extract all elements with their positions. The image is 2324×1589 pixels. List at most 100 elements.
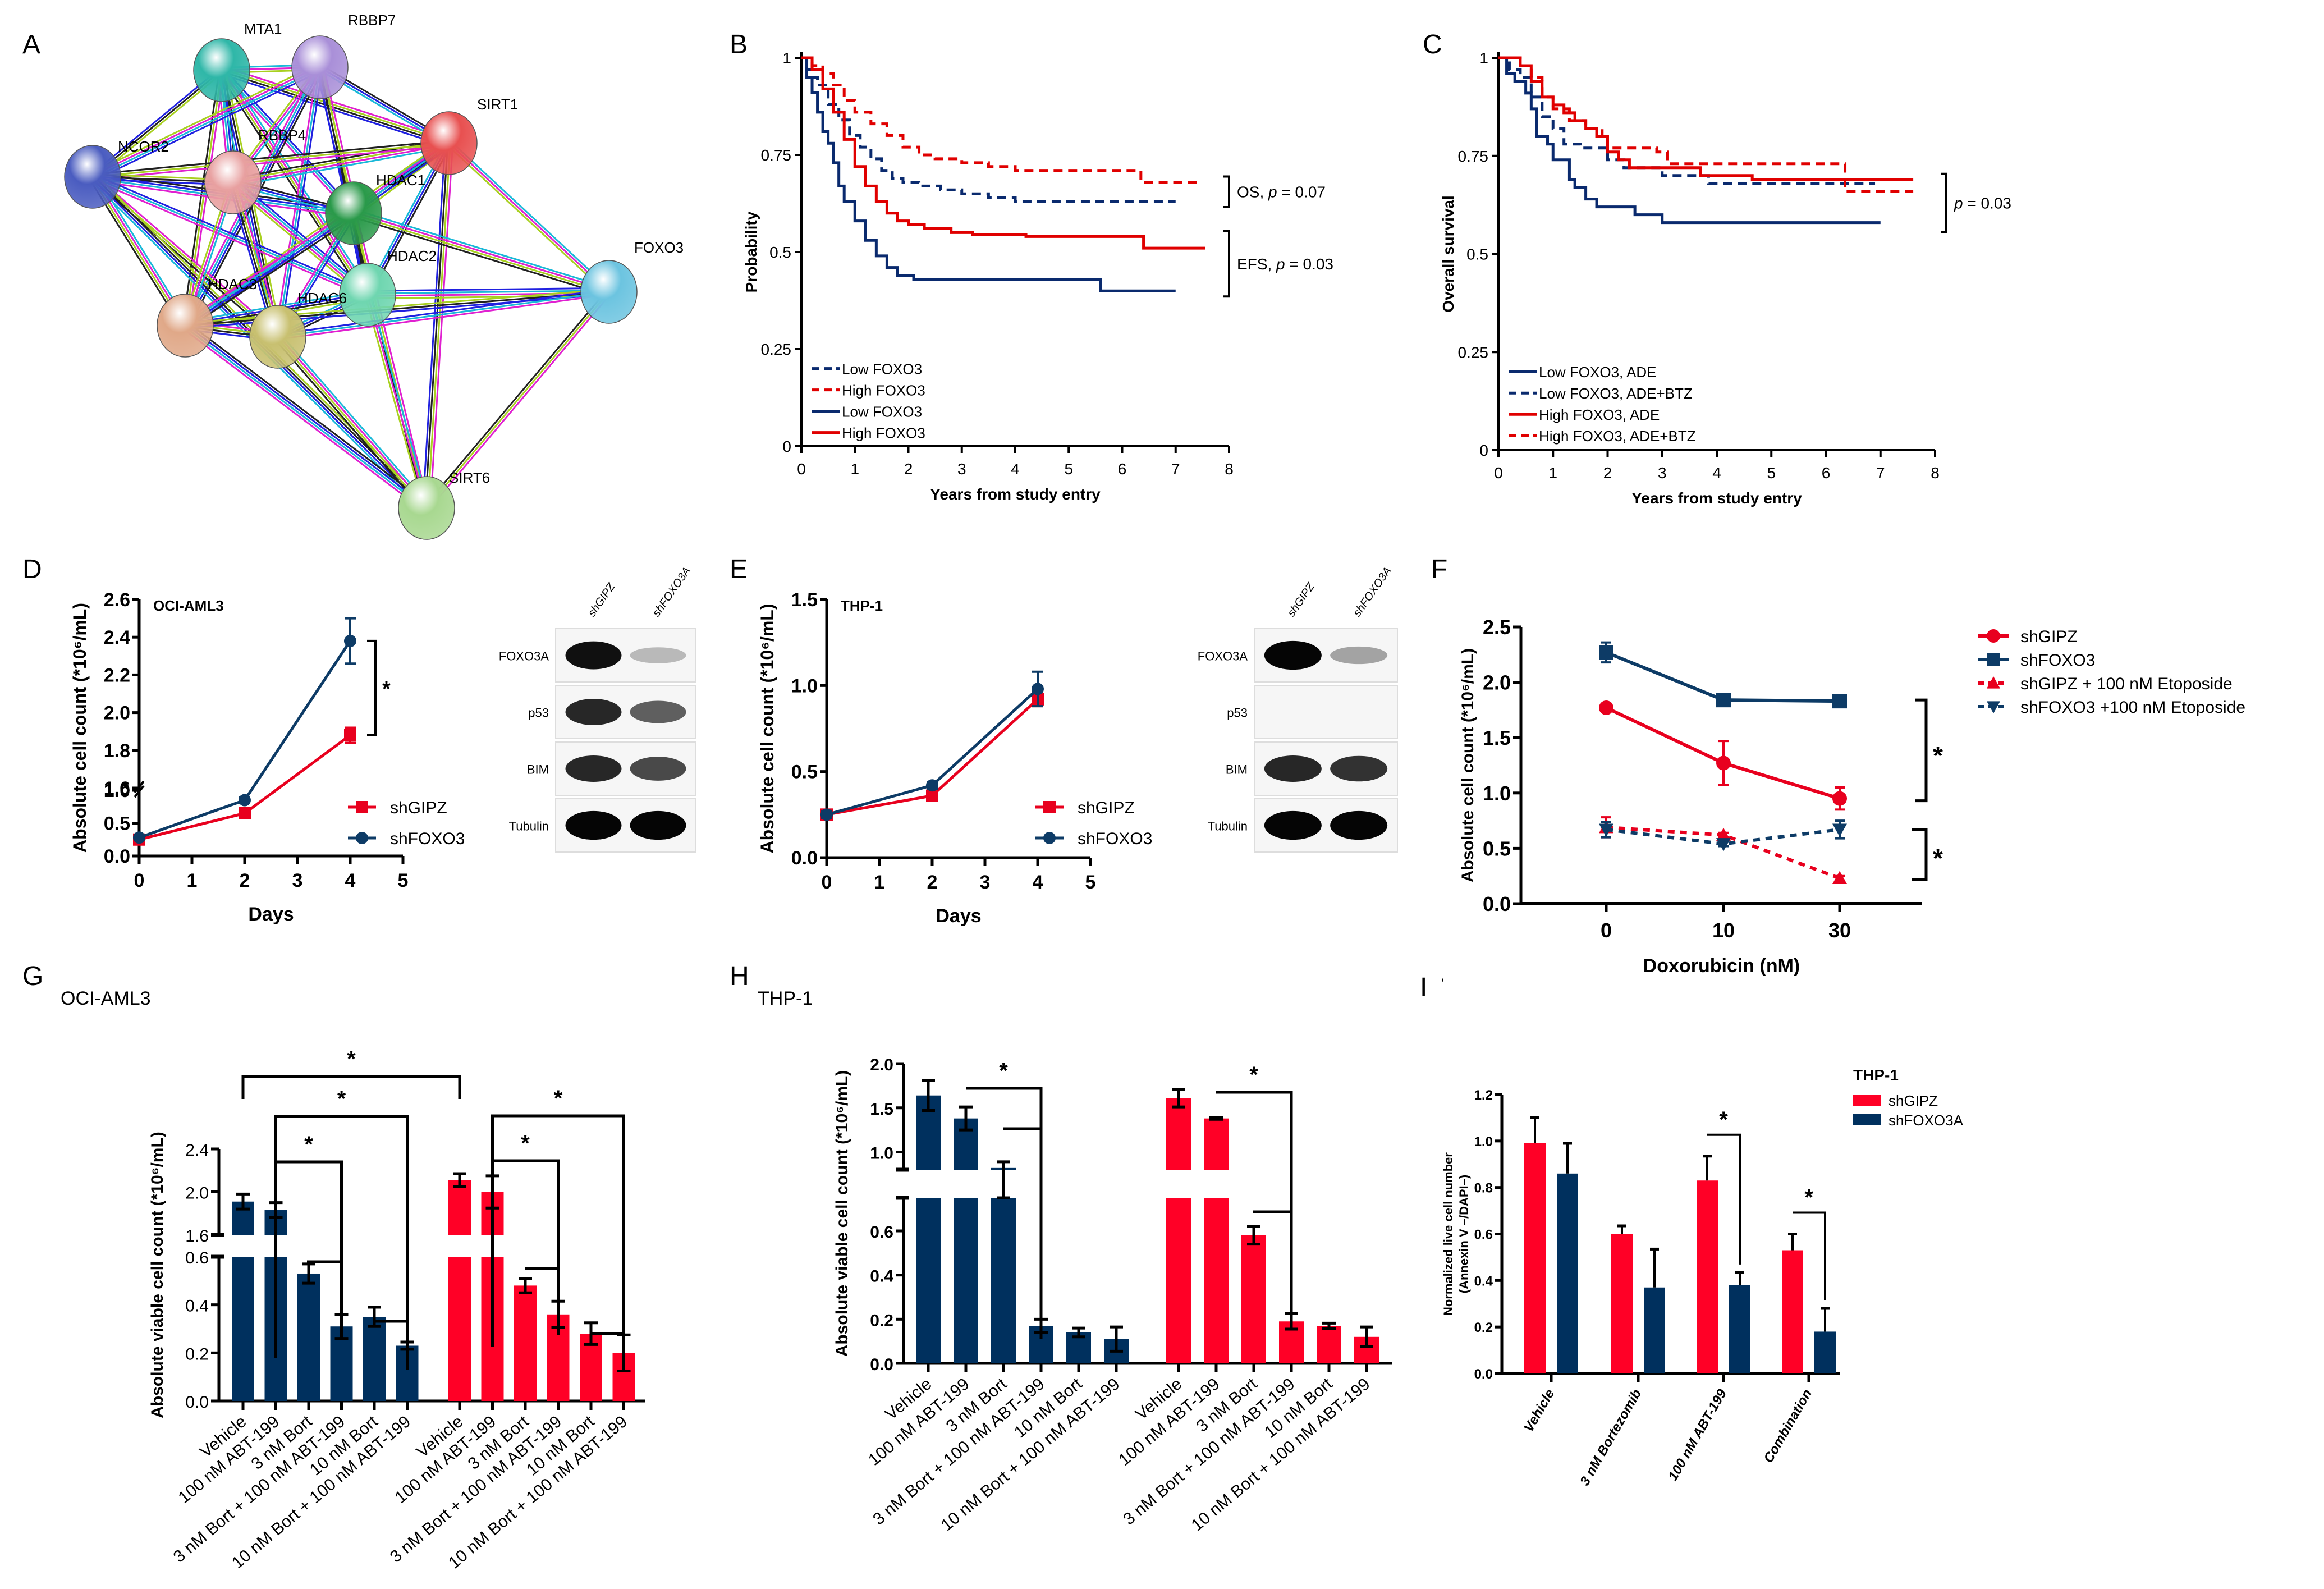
significance-star: * [337, 1087, 346, 1111]
legend-marker [1987, 701, 2000, 713]
x-tick-label: 2 [927, 872, 938, 893]
x-axis-label: Years from study entry [1631, 489, 1802, 507]
x-tick-label: 10 [1712, 919, 1735, 942]
blot-band [565, 755, 622, 782]
edge-hdac6-sirt6 [274, 338, 425, 511]
data-point-shgipz [1832, 791, 1847, 806]
edge-hdac1-sirt6 [355, 212, 430, 508]
y-tick-label: 0.2 [1474, 1320, 1493, 1335]
node-label-ncor2: NCOR2 [118, 138, 169, 155]
bar-shfoxo3-3-nm-bort [297, 1273, 320, 1401]
significance-bracket [1707, 1133, 1741, 1265]
significance-bracket [1941, 172, 1947, 233]
edge-rbbp7-ncor2 [94, 70, 322, 181]
y-tick-label: 0.6 [1474, 1228, 1493, 1243]
km-curve-low-foxo3-ade [1498, 56, 1881, 225]
bar-shfoxo3-10-nm-bort [363, 1317, 386, 1401]
panel-f-doxorubicin-chart: 0.0 0.5 1.0 1.5 2.0 2.5 0 10 30 Doxorubicin (nM) A… [1459, 616, 2245, 977]
y-tick-label: 0.0 [1474, 1367, 1493, 1382]
data-point-shfoxo3 [1599, 645, 1613, 660]
y-tick-label: 1.5 [791, 589, 818, 611]
legend-label-low-foxo3: Low FOXO3 [842, 404, 922, 420]
node-sirt6 [398, 476, 455, 540]
y-axis-label: Overall survival [1440, 195, 1457, 313]
significance-bracket [491, 1159, 560, 1347]
legend-label-high-foxo3: High FOXO3 [842, 382, 925, 399]
p-value-annotation: OS, p = 0.07 [1237, 184, 1326, 201]
y-axis-label: Absolute viable cell count (*10⁶/mL) [148, 1132, 167, 1418]
x-tick-label: 4 [1712, 464, 1721, 482]
x-tick-label: 7 [1876, 464, 1885, 482]
node-label-rbbp4: RBBP4 [258, 127, 306, 144]
significance-bracket [1793, 1211, 1826, 1301]
x-tick-label: 6 [1822, 464, 1831, 482]
y-tick-label: 1.6 [104, 778, 130, 799]
bar-shfoxo3a-3-nm-bortezomib [1644, 1287, 1665, 1373]
x-tick-label: 1 [1548, 464, 1557, 482]
edge-ncor2-hdac6 [93, 174, 280, 336]
km-curve-low-foxo3-os [801, 56, 1176, 203]
y-tick-label: 1.5 [1483, 726, 1511, 749]
km-curve-low-foxo3-efs [801, 56, 1176, 292]
legend-label-low-foxo3-ade: Low FOXO3, ADE [1539, 364, 1657, 381]
y-axis-label: Absolute cell count (*10⁶/mL) [70, 603, 90, 853]
significance-bracket [367, 639, 377, 736]
y-tick-label: 1.8 [104, 740, 130, 762]
y-tick-label: 0.6 [870, 1223, 893, 1242]
significance-bracket [1216, 1091, 1293, 1327]
significance-star: * [382, 677, 391, 701]
panel-c-km-chart: 0 1 2 3 4 5 6 7 8 0 0.25 0.5 0.75 1 Years from study e… [1440, 49, 2011, 507]
x-tick-label: 3 [292, 870, 303, 891]
legend-marker [1043, 801, 1056, 813]
edge-sirt1-rbbp4 [233, 143, 450, 185]
legend-label-low-foxo3: Low FOXO3 [842, 361, 922, 378]
blot-row-label-foxo3a: FOXO3A [1198, 649, 1248, 663]
km-curve-low-foxo3-ade-btz [1498, 56, 1876, 185]
significance-star: * [304, 1132, 313, 1157]
km-curve-high-foxo3-os [801, 56, 1203, 184]
blot-row-label-p53: p53 [528, 706, 549, 720]
edge-hdac3-sirt6 [184, 326, 427, 510]
panel-b-km-chart: 0 1 2 3 4 5 6 7 8 0 0.25 0.5 0.75 1 Years from study e… [742, 49, 1333, 503]
panel-letter-e: E [730, 555, 748, 584]
bar-shgipz-3-nm-bort [514, 1285, 537, 1401]
y-tick-label: 1.0 [104, 780, 130, 802]
y-tick-label: 2.0 [185, 1184, 209, 1203]
edge-sirt1-ncor2 [92, 140, 449, 176]
edge-mta1-hdac2 [218, 71, 365, 297]
edge-mta1-hdac1 [219, 71, 352, 216]
data-point-shfoxo3 [820, 808, 833, 821]
node-rbbp7 [291, 35, 349, 99]
legend-label-shgipz-100-nm-etoposide: shGIPZ + 100 nM Etoposide [2020, 675, 2233, 693]
y-tick-label: 1.0 [791, 675, 818, 697]
y-tick-label: 0.0 [1483, 892, 1511, 915]
data-point-shfoxo3 [1032, 683, 1044, 695]
data-point-shfoxo3-100-nm-etoposide [1832, 823, 1847, 837]
data-point-shgipz [1599, 700, 1613, 715]
bar-shfoxo3-3-nm-bort-lower [991, 1198, 1016, 1363]
y-axis-label: Normalized live cell number [1441, 1152, 1455, 1316]
km-curve-high-foxo3-efs [801, 56, 1205, 250]
x-axis-label: Doxorubicin (nM) [1643, 955, 1800, 977]
x-axis-label: Years from study entry [930, 486, 1101, 503]
edge-sirt1-foxo3 [448, 142, 610, 293]
edge-hdac2-foxo3 [367, 290, 609, 295]
node-hdac2 [339, 263, 396, 327]
node-label-hdac1: HDAC1 [376, 172, 425, 189]
x-tick-label: 0 [822, 872, 832, 893]
y-tick-label: 0.4 [870, 1267, 893, 1286]
legend-label-shgipz: shGIPZ [1078, 799, 1135, 817]
bar-shgipz-vehicle-upper [1166, 1098, 1191, 1170]
data-point-shgipz [344, 729, 356, 741]
edge-hdac1-sirt6 [352, 213, 428, 509]
edge-hdac6-sirt6 [279, 333, 430, 506]
blot-band [1264, 640, 1322, 670]
y-tick-label: 2.0 [1483, 671, 1511, 694]
node-label-mta1: MTA1 [244, 20, 282, 37]
y-axis-label: Absolute viable cell count (*10⁶/mL) [833, 1070, 851, 1357]
edge-sirt1-ncor2 [92, 142, 450, 178]
edge-mta1-sirt1 [222, 66, 451, 141]
y-tick-label: 0.4 [185, 1297, 209, 1316]
node-label-sirt1: SIRT1 [477, 96, 518, 113]
bar-shfoxo3-vehicle-lower [232, 1257, 254, 1401]
